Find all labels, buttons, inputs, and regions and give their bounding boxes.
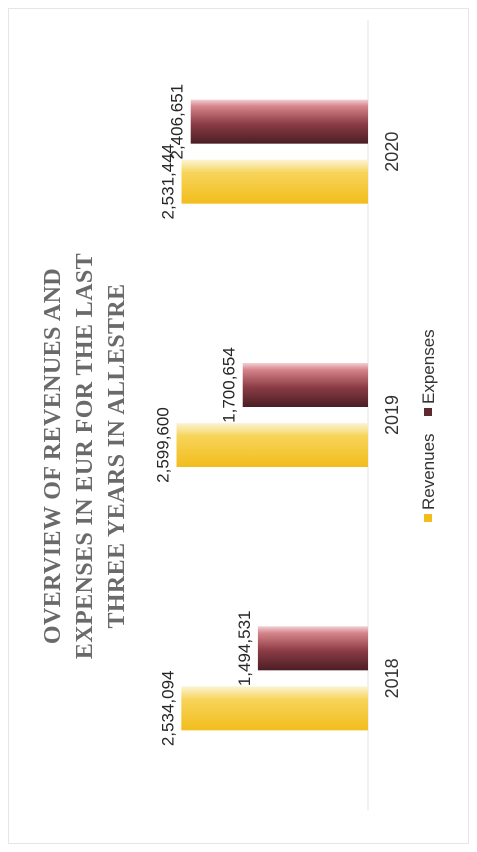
bar-revenues-2020 xyxy=(181,159,368,204)
data-label-expenses-2020: 2,406,651 xyxy=(168,84,187,160)
category-label-2018: 2018 xyxy=(382,658,402,698)
bar-expenses-2019 xyxy=(242,363,368,407)
data-labels-group: 2,534,094 1,494,531 2,599,600 1,700,654 2,53… xyxy=(153,84,253,746)
category-labels-group: 2018 2019 2020 xyxy=(382,132,402,699)
legend-label-expenses: Expenses xyxy=(419,329,438,404)
legend-swatch-expenses xyxy=(424,408,432,416)
chart-title: OVERVIEW OF REVENUES AND EXPENSES IN EUR… xyxy=(40,253,130,659)
legend-swatch-revenues xyxy=(424,514,432,522)
bar-revenues-2018 xyxy=(181,686,368,731)
rotated-chart-frame: OVERVIEW OF REVENUES AND EXPENSES IN EUR… xyxy=(40,20,438,810)
category-label-2020: 2020 xyxy=(382,132,402,172)
chart-title-line-2: EXPENSES IN EUR FOR THE LAST xyxy=(72,253,98,659)
data-label-revenues-2020: 2,531,444 xyxy=(159,144,178,220)
data-label-revenues-2019: 2,599,600 xyxy=(153,407,172,483)
category-label-2019: 2019 xyxy=(382,395,402,435)
page-border xyxy=(8,8,469,844)
bars-group xyxy=(176,99,369,731)
chart-title-line-1: OVERVIEW OF REVENUES AND xyxy=(40,268,66,644)
bar-expenses-2020 xyxy=(190,99,368,144)
legend-label-revenues: Revenues xyxy=(419,433,438,510)
bar-revenues-2019 xyxy=(176,423,368,467)
data-label-expenses-2019: 1,700,654 xyxy=(220,347,239,423)
chart-title-line-3: THREE YEARS IN ALLESTRE xyxy=(104,283,130,628)
data-label-revenues-2018: 2,534,094 xyxy=(158,671,177,747)
chart-legend: Revenues Expenses xyxy=(419,329,438,522)
data-label-expenses-2018: 1,494,531 xyxy=(235,611,254,687)
plot-area: 2,534,094 1,494,531 2,599,600 1,700,654 2,53… xyxy=(153,20,402,810)
bar-expenses-2018 xyxy=(257,626,369,671)
